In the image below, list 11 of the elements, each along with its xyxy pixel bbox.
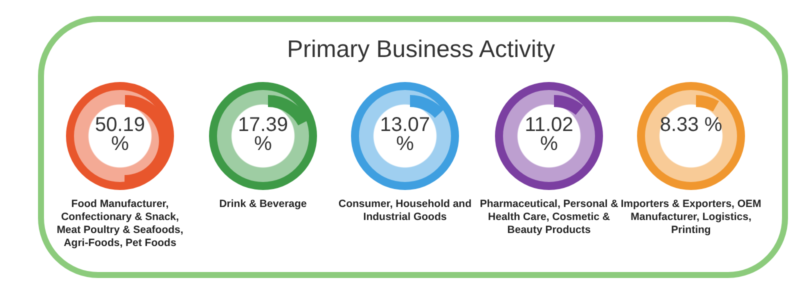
category-label: Food Manufacturer, Confectionary & Snack, Meat Poultry & Seafoods, Agri-Foods, Pet Foods — [56, 198, 184, 250]
category-label: Consumer, Household and Industrial Goods — [337, 198, 472, 224]
text: Primary Business Activity — [286, 36, 556, 64]
data-label: 11.02 % — [524, 114, 574, 155]
data-label: 17.39 % — [236, 114, 290, 155]
category-label: Importers & Exporters, OEM Manufacturer, Logistics, Printing — [620, 198, 762, 237]
data-label: 50.19 % — [94, 114, 146, 155]
data-label: 13.07 % — [378, 114, 432, 155]
data-label: 8.33 % — [659, 114, 723, 136]
category-label: Pharmaceutical, Personal & Health Care, Cosmetic & Beauty Products — [478, 198, 620, 237]
category-label: Drink & Beverage — [218, 198, 308, 211]
